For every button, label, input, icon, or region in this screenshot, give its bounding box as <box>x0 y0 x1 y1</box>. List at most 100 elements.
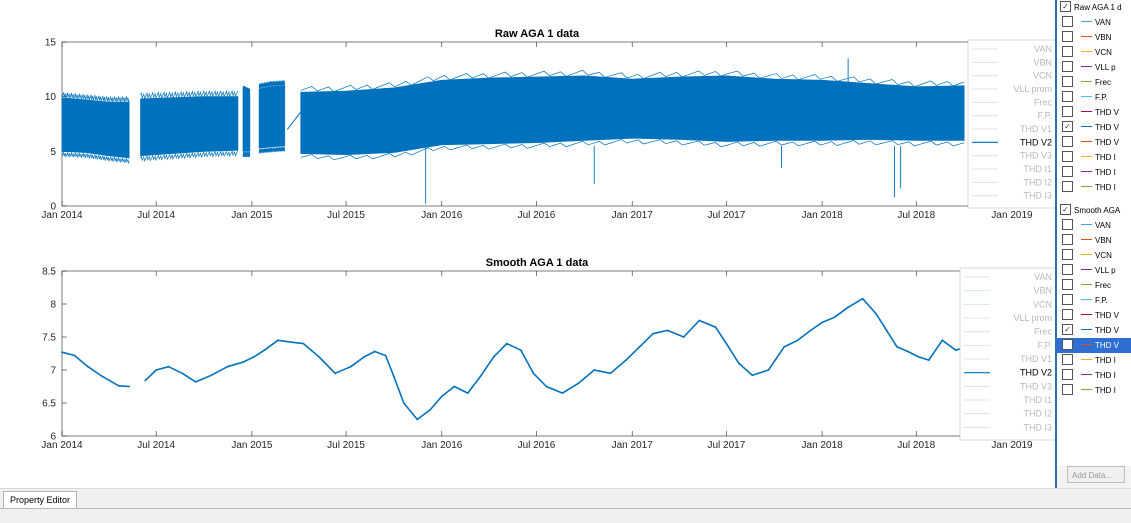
browser-series-row[interactable]: VLL p <box>1057 263 1131 278</box>
series-checkbox[interactable] <box>1062 46 1073 58</box>
browser-series-row[interactable]: THD I <box>1057 180 1131 195</box>
browser-series-row[interactable]: VCN <box>1057 248 1131 263</box>
browser-group-row[interactable]: ✓ Smooth AGA <box>1057 203 1131 218</box>
browser-series-row[interactable]: THD I <box>1057 150 1131 165</box>
series-label: VBN <box>1095 236 1112 245</box>
browser-series-row[interactable]: THD I <box>1057 383 1131 398</box>
series-checkbox[interactable] <box>1062 106 1073 118</box>
series-label: VCN <box>1095 251 1112 260</box>
series-checkbox[interactable] <box>1062 91 1073 103</box>
series-color-swatch <box>1081 359 1092 361</box>
series-point <box>117 384 120 387</box>
browser-series-row[interactable]: THD I <box>1057 165 1131 180</box>
x-tick-label: Jan 2014 <box>41 440 83 451</box>
series-checkbox[interactable]: ✓ <box>1062 324 1073 336</box>
series-point <box>907 350 909 353</box>
series-checkbox[interactable] <box>1062 249 1073 261</box>
series-point <box>796 339 799 342</box>
legend-entry: THD V3 <box>1020 151 1052 161</box>
series-point <box>373 350 376 353</box>
series-checkbox[interactable] <box>1062 264 1073 276</box>
series-checkbox[interactable] <box>1062 151 1073 163</box>
series-label: Frec <box>1095 78 1111 87</box>
series-checkbox[interactable] <box>1062 339 1073 351</box>
browser-series-row[interactable]: THD V <box>1057 308 1131 323</box>
browser-series-row[interactable]: Frec <box>1057 75 1131 90</box>
series-checkbox[interactable] <box>1062 61 1073 73</box>
group-label: Smooth AGA <box>1074 206 1121 215</box>
series-point <box>698 319 701 322</box>
series-checkbox[interactable] <box>1062 16 1073 28</box>
series-checkbox[interactable] <box>1062 219 1073 231</box>
browser-series-row[interactable]: THD I <box>1057 353 1131 368</box>
series-checkbox[interactable] <box>1062 166 1073 178</box>
browser-series-row[interactable]: ✓ THD V <box>1057 120 1131 135</box>
browser-series-row[interactable]: VAN <box>1057 218 1131 233</box>
series-point <box>821 321 824 324</box>
series-line <box>144 297 975 421</box>
legend-box <box>967 39 1055 209</box>
series-checkbox[interactable] <box>1062 369 1073 381</box>
tab-property-editor[interactable]: Property Editor <box>3 491 78 509</box>
series-checkbox[interactable] <box>1062 234 1073 246</box>
series-band <box>61 97 130 159</box>
series-color-swatch <box>1081 96 1092 98</box>
series-label: THD V <box>1095 138 1119 147</box>
series-point <box>101 375 104 378</box>
series-color-swatch <box>1081 36 1092 38</box>
browser-series-row[interactable]: VBN <box>1057 233 1131 248</box>
series-checkbox[interactable] <box>1062 384 1073 396</box>
series-color-swatch <box>1081 66 1092 68</box>
x-tick-label: Jan 2018 <box>802 440 844 451</box>
series-color-swatch <box>1081 141 1092 143</box>
group-checkbox[interactable]: ✓ <box>1060 204 1071 216</box>
browser-series-row[interactable]: THD V <box>1057 105 1131 120</box>
series-point <box>242 361 244 363</box>
series-band-edge <box>242 85 251 95</box>
legend-entry: F.P. <box>1038 340 1052 350</box>
legend-entry: VAN <box>1034 272 1052 282</box>
series-checkbox[interactable] <box>1062 309 1073 321</box>
series-point <box>751 374 754 377</box>
series-color-swatch <box>1081 171 1092 173</box>
browser-series-row[interactable]: VLL p <box>1057 60 1131 75</box>
browser-group-row[interactable]: ✓ Raw AGA 1 d <box>1057 0 1131 15</box>
browser-series-row[interactable]: VBN <box>1057 30 1131 45</box>
series-checkbox[interactable] <box>1062 354 1073 366</box>
x-tick-label: Jul 2014 <box>137 210 175 221</box>
legend-entry: Frec <box>1034 327 1053 337</box>
browser-series-row[interactable]: THD V <box>1057 338 1131 353</box>
series-point <box>917 355 920 358</box>
series-checkbox[interactable] <box>1062 136 1073 148</box>
browser-series-row[interactable]: ✓ THD V <box>1057 323 1131 338</box>
series-point <box>194 380 197 383</box>
series-point <box>263 349 266 352</box>
browser-series-row[interactable]: F.P. <box>1057 293 1131 308</box>
series-band <box>140 96 239 157</box>
browser-series-row[interactable]: VCN <box>1057 45 1131 60</box>
browser-series-row[interactable]: Frec <box>1057 278 1131 293</box>
series-label: VCN <box>1095 48 1112 57</box>
browser-series-row[interactable]: THD V <box>1057 135 1131 150</box>
series-checkbox[interactable] <box>1062 279 1073 291</box>
series-checkbox[interactable]: ✓ <box>1062 121 1073 133</box>
group-checkbox[interactable]: ✓ <box>1060 1 1071 13</box>
legend-entry: THD V1 <box>1020 354 1052 364</box>
series-checkbox[interactable] <box>1062 76 1073 88</box>
browser-series-row[interactable]: VAN <box>1057 15 1131 30</box>
browser-series-row[interactable]: F.P. <box>1057 90 1131 105</box>
series-color-swatch <box>1081 299 1092 301</box>
series-checkbox[interactable] <box>1062 31 1073 43</box>
group-label: Raw AGA 1 d <box>1074 3 1122 12</box>
add-data-button[interactable]: Add Data... <box>1067 466 1125 483</box>
series-point <box>737 362 740 365</box>
series-point <box>181 372 184 375</box>
series-checkbox[interactable] <box>1062 294 1073 306</box>
x-tick-label: Jul 2017 <box>707 440 745 451</box>
series-point <box>666 329 669 332</box>
legend-entry: THD I3 <box>1023 191 1052 201</box>
series-checkbox[interactable] <box>1062 181 1073 193</box>
legend-entry: THD I1 <box>1023 395 1052 405</box>
plot-browser-list: ✓ Raw AGA 1 d VAN VBN VCN VLL p Frec F.P. THD V ✓… <box>1057 0 1131 466</box>
browser-series-row[interactable]: THD I <box>1057 368 1131 383</box>
